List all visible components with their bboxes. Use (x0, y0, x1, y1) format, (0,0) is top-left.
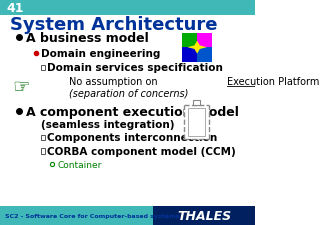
Bar (184, 105, 209, 140)
Bar (41, 148, 45, 154)
Text: A component execution model: A component execution model (26, 105, 238, 118)
Bar (197, 34, 212, 48)
Text: (seamless integration): (seamless integration) (41, 119, 174, 129)
Bar (193, 100, 200, 106)
Text: CORBA component model (CCM): CORBA component model (CCM) (47, 146, 236, 156)
Bar (197, 48, 212, 63)
Text: Components interconnection: Components interconnection (47, 133, 218, 143)
Text: THALES: THALES (177, 209, 231, 222)
Bar (188, 108, 205, 137)
Text: 41: 41 (6, 2, 24, 15)
Text: System Architecture: System Architecture (10, 16, 218, 34)
Text: No assumption on: No assumption on (69, 77, 161, 87)
Text: A business model: A business model (26, 32, 148, 44)
Bar (41, 66, 45, 71)
Bar (41, 135, 45, 141)
Bar (0, 206, 255, 225)
Text: Container: Container (57, 160, 102, 169)
Text: (separation of concerns): (separation of concerns) (69, 88, 188, 98)
Text: Execution Platform: Execution Platform (227, 77, 319, 87)
Bar (182, 34, 197, 48)
Text: SC2 - Software Core for Computer-based systems: SC2 - Software Core for Computer-based s… (5, 213, 180, 218)
Bar (0, 1, 255, 16)
Text: ☞: ☞ (13, 78, 30, 97)
Bar (153, 206, 255, 225)
Polygon shape (188, 42, 207, 54)
Text: Domain engineering: Domain engineering (41, 49, 160, 59)
Bar (182, 48, 197, 63)
Text: Domain services specification: Domain services specification (47, 63, 223, 73)
